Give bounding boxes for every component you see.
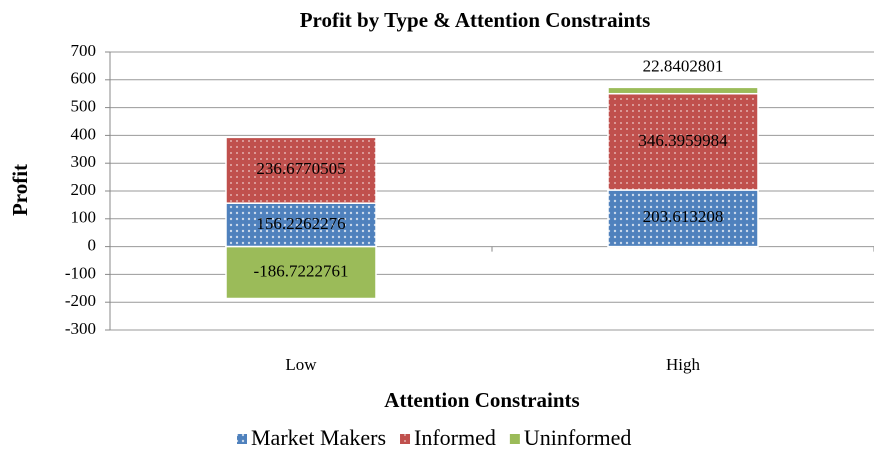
data-label: 346.3959984 [638, 131, 728, 150]
legend-label: Market Makers [251, 425, 386, 450]
legend-swatch [237, 434, 247, 444]
x-axis-title: Attention Constraints [384, 388, 579, 412]
data-label: -186.7222761 [254, 261, 349, 280]
bar-segment [225, 245, 377, 300]
legend-swatch [509, 434, 520, 444]
legend-label: Uninformed [524, 425, 632, 450]
legend-label: Informed [414, 425, 496, 450]
y-tick-label: -100 [65, 263, 96, 282]
y-tick-label: 500 [71, 97, 97, 116]
x-tick-label: Low [285, 355, 317, 374]
y-tick-label: 100 [71, 208, 97, 227]
data-label: 236.6770505 [256, 159, 345, 178]
legend-swatch [400, 434, 411, 444]
y-tick-label: 200 [71, 180, 97, 199]
y-tick-label: 700 [71, 41, 97, 60]
x-tick-label: High [666, 355, 701, 374]
bar-segment [607, 86, 759, 95]
bar-segment [607, 189, 759, 248]
y-axis-title: Profit [8, 164, 32, 216]
y-tick-label: 400 [71, 124, 97, 143]
y-tick-label: -300 [65, 319, 96, 338]
bar-segment [607, 92, 759, 191]
data-label: 22.8402801 [643, 56, 724, 75]
y-tick-label: -200 [65, 291, 96, 310]
chart-title: Profit by Type & Attention Constraints [300, 8, 651, 32]
data-label: 156.2262276 [256, 214, 345, 233]
y-tick-label: 0 [88, 236, 97, 255]
bar-segment [225, 136, 377, 204]
y-tick-label: 300 [71, 152, 97, 171]
y-tick-label: 600 [71, 69, 97, 88]
data-label: 203.613208 [643, 207, 724, 226]
